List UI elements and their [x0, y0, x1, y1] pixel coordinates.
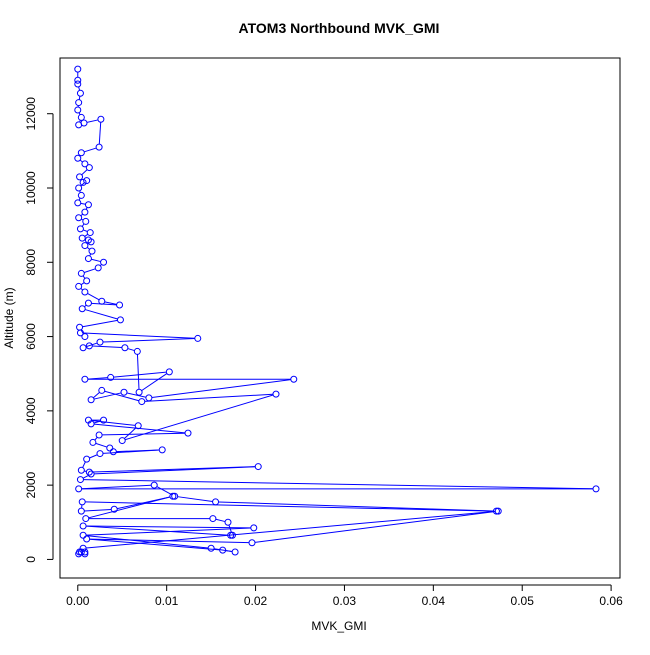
x-tick-label: 0.00 [66, 594, 90, 608]
y-tick-label: 4000 [24, 397, 38, 424]
x-tick-label: 0.03 [333, 594, 357, 608]
y-axis-label: Altitude (m) [2, 287, 16, 348]
x-tick-label: 0.05 [511, 594, 535, 608]
y-tick-label: 12000 [24, 97, 38, 131]
y-tick-label: 0 [24, 556, 38, 563]
y-tick-label: 8000 [24, 249, 38, 276]
x-tick-label: 0.04 [422, 594, 446, 608]
x-tick-label: 0.06 [599, 594, 623, 608]
x-tick-label: 0.02 [244, 594, 268, 608]
y-tick-label: 2000 [24, 471, 38, 498]
chart-title: ATOM3 Northbound MVK_GMI [239, 20, 440, 36]
series-line-segment [79, 96, 80, 99]
y-tick-label: 10000 [24, 171, 38, 205]
x-axis-label: MVK_GMI [311, 619, 366, 633]
x-tick-label: 0.01 [155, 594, 179, 608]
y-tick-label: 6000 [24, 323, 38, 350]
